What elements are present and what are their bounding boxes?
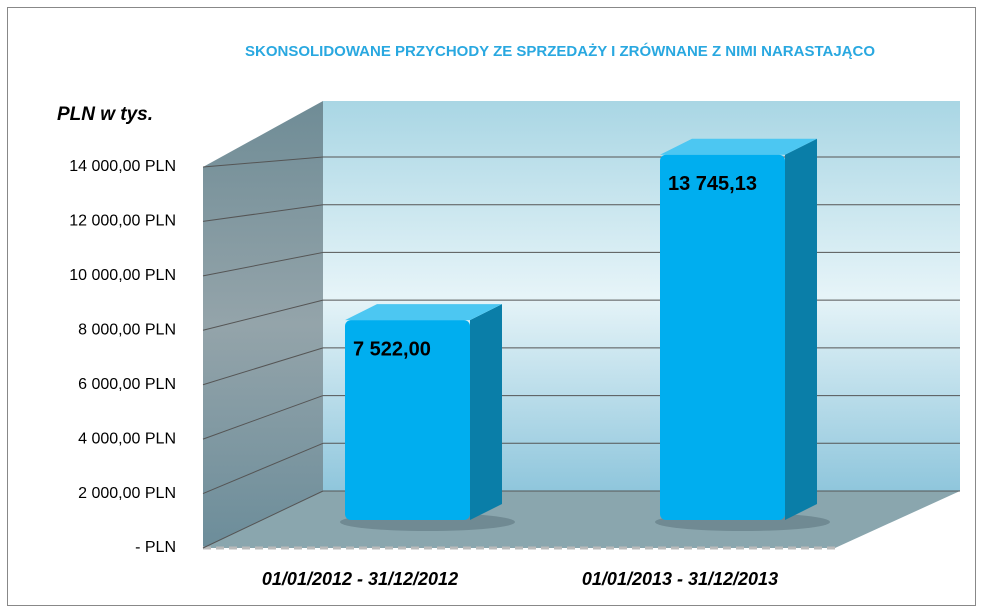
grid-line xyxy=(202,347,324,386)
y-tick-label: - PLN xyxy=(135,539,176,556)
data-label: 13 745,13 xyxy=(668,173,757,195)
y-tick-label: 8 000,00 PLN xyxy=(78,322,176,339)
grid-line xyxy=(202,156,324,168)
grid-line xyxy=(202,204,324,222)
grid-line xyxy=(202,251,324,277)
y-axis-label: PLN w tys. xyxy=(57,104,153,125)
bar-top xyxy=(345,304,502,321)
grid-line xyxy=(202,490,324,549)
grid-line xyxy=(202,395,324,440)
bar-side xyxy=(785,138,817,520)
y-tick-label: 12 000,00 PLN xyxy=(69,213,176,230)
x-tick-label: 01/01/2012 - 31/12/2012 xyxy=(262,569,458,589)
y-tick-label: 10 000,00 PLN xyxy=(69,267,176,284)
grid-line xyxy=(202,299,324,331)
side-wall xyxy=(203,101,323,548)
y-tick-label: 14 000,00 PLN xyxy=(69,158,176,175)
y-tick-label: 6 000,00 PLN xyxy=(78,376,176,393)
bar-top xyxy=(660,138,817,155)
y-tick-label: 4 000,00 PLN xyxy=(78,430,176,447)
bar xyxy=(345,320,470,520)
floor xyxy=(203,491,960,548)
chart-title: SKONSOLIDOWANE PRZYCHODY ZE SPRZEDAŻY I … xyxy=(245,42,875,60)
data-label: 7 522,00 xyxy=(353,338,431,360)
bar-side xyxy=(470,304,502,520)
x-tick-label: 01/01/2013 - 31/12/2013 xyxy=(582,569,778,589)
y-tick-label: 2 000,00 PLN xyxy=(78,485,176,502)
bar xyxy=(660,154,785,520)
grid-line xyxy=(202,442,324,495)
